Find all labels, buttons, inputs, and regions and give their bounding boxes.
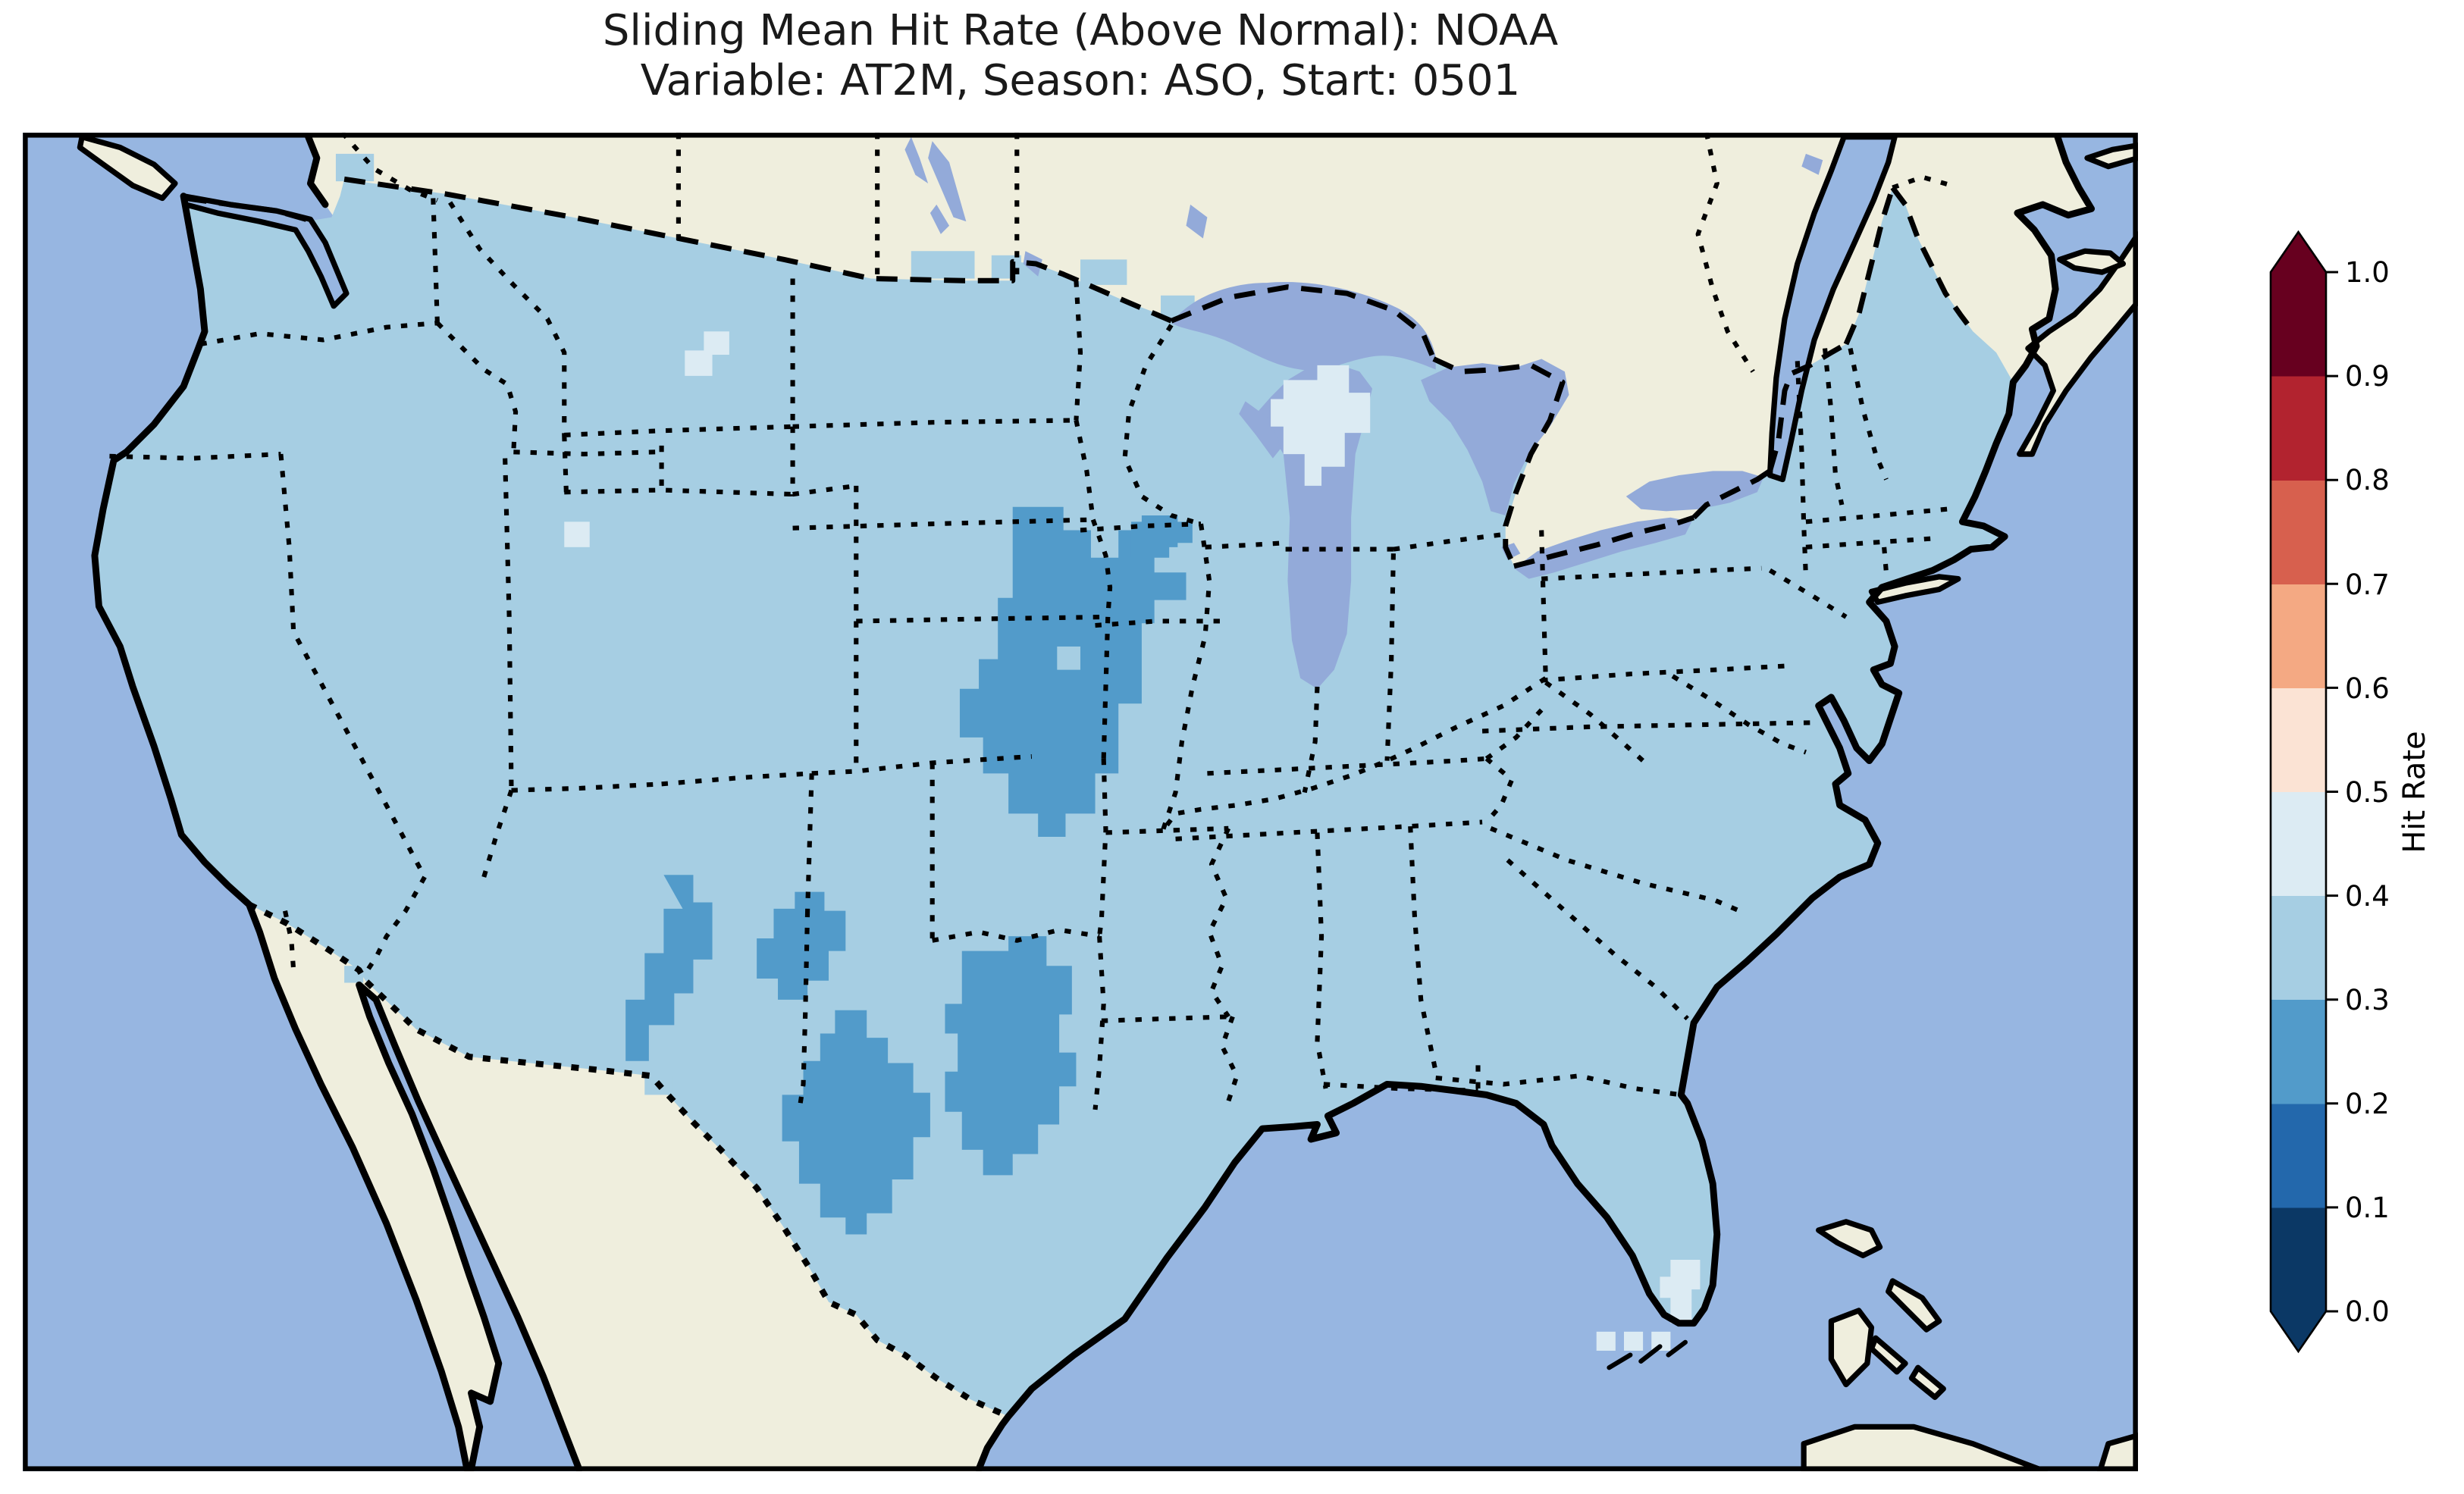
colorbar-bin-2 (2271, 1000, 2326, 1104)
colorbar-ticks (2326, 271, 2338, 1313)
long-island (1868, 574, 1961, 605)
us-mexico-border (247, 901, 1010, 1420)
islands (77, 133, 2138, 1471)
cell-high-florida-key (1624, 1331, 1644, 1351)
colorbar-tick-0: 0.0 (2345, 1295, 2390, 1328)
map-axes (23, 133, 2138, 1471)
florida-keys (1607, 1339, 1688, 1370)
colorbar-tick-10: 1.0 (2345, 256, 2390, 289)
colorbar-svg: 0.0 0.1 0.2 0.3 0.4 0.5 0.6 0.7 0.8 0.9 … (2269, 230, 2432, 1354)
cell-high-south-florida (1660, 1260, 1701, 1323)
patch-low-east-texas (945, 936, 1077, 1176)
title-line-2: Variable: AT2M, Season: ASO, Start: 0501 (640, 56, 1521, 105)
coastline (91, 133, 2096, 1471)
colorbar-over-arrow (2271, 232, 2326, 272)
colorbar-axis-label: Hit Rate (2397, 731, 2432, 853)
green-bay (1239, 401, 1282, 459)
bahamas-andros (1828, 1308, 1875, 1388)
colorbar-tick-1: 0.1 (2345, 1192, 2390, 1224)
lake-winnipegosis (904, 136, 929, 183)
st-lawrence-river (1766, 133, 1898, 483)
hit-rate-cell (911, 251, 975, 279)
cell-high-florida-key (1596, 1331, 1616, 1351)
hit-rate-low-patches (625, 506, 1193, 1235)
lake-manitoba (929, 204, 950, 234)
hit-rate-high-cells (564, 331, 1701, 1351)
colorbar-bin-7 (2271, 480, 2326, 584)
lake-ontario (1625, 471, 1764, 512)
map-frame (23, 133, 2138, 1471)
state-borders (109, 133, 1953, 1113)
colorbar-tick-2: 0.2 (2345, 1088, 2390, 1120)
us-canada-border (185, 176, 1976, 569)
figure-title: Sliding Mean Hit Rate (Above Normal): NO… (0, 6, 2161, 106)
cuba (1801, 1424, 2048, 1471)
vancouver-island (77, 133, 178, 202)
anticosti-island (2084, 143, 2138, 170)
colorbar-tick-5: 0.5 (2345, 776, 2390, 809)
colorbar-bin-6 (2271, 584, 2326, 688)
colorbar-bin-5 (2271, 687, 2326, 792)
hispaniola-corner (2097, 1432, 2138, 1471)
bahamas-long-island (1908, 1364, 1946, 1400)
hit-rate-cell (991, 255, 1021, 279)
bahamas-grand-bahama (1816, 1219, 1883, 1259)
patch-low-iowa (1130, 521, 1193, 558)
colorbar-bin-3 (2271, 895, 2326, 1000)
patch-low-central-texas (782, 1010, 930, 1235)
patch-low-nebraska-kansas (959, 506, 1187, 838)
hit-rate-cell (1080, 259, 1127, 285)
colorbar-bin-9 (2271, 272, 2326, 377)
bahamas-eleuthera (1886, 1278, 1942, 1333)
colorbar-bin-8 (2271, 376, 2326, 481)
colorbar-bin-0 (2271, 1207, 2326, 1312)
colorbar: 0.0 0.1 0.2 0.3 0.4 0.5 0.6 0.7 0.8 0.9 … (2244, 212, 2464, 1395)
patch-hole-cell (1057, 646, 1080, 670)
colorbar-under-arrow (2271, 1311, 2326, 1351)
lake-winnipeg (928, 141, 967, 222)
colorbar-bin-1 (2271, 1104, 2326, 1208)
quebec-lake-1 (1801, 153, 1823, 175)
colorbar-tick-8: 0.8 (2345, 464, 2390, 496)
colorbar-tick-9: 0.9 (2345, 360, 2390, 393)
cell-high-north-lake-michigan (1271, 365, 1371, 486)
patch-low-nw-texas (757, 891, 846, 1000)
colorbar-tick-6: 0.6 (2345, 672, 2390, 705)
title-line-1: Sliding Mean Hit Rate (Above Normal): NO… (602, 6, 1559, 55)
patch-low-new-mexico-arizona (625, 875, 713, 1061)
lake-hu ron (1421, 359, 1569, 515)
hit-rate-cell (335, 153, 375, 182)
cell-high-montana (685, 331, 729, 376)
colorbar-tick-4: 0.4 (2345, 880, 2390, 913)
map-svg (23, 133, 2138, 1471)
colorbar-bin-4 (2271, 791, 2326, 896)
colorbar-tick-3: 0.3 (2345, 984, 2390, 1016)
lake-nipigon (1186, 204, 1208, 239)
colorbar-tick-7: 0.7 (2345, 568, 2390, 601)
cell-high-utah (564, 521, 590, 547)
prince-edward-island (2057, 248, 2127, 275)
bahamas-exuma (1868, 1335, 1908, 1375)
